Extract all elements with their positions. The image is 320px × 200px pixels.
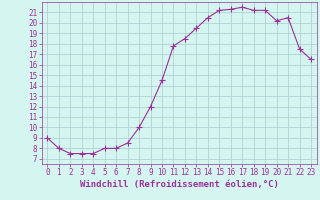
X-axis label: Windchill (Refroidissement éolien,°C): Windchill (Refroidissement éolien,°C) xyxy=(80,180,279,189)
